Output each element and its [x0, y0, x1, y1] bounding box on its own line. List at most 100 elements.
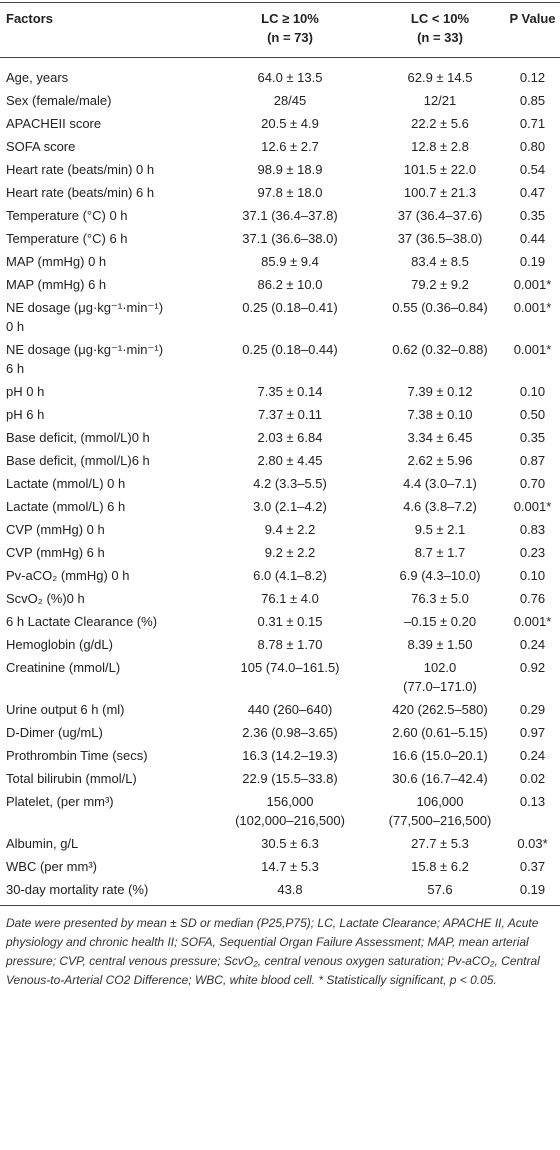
table-row: 30-day mortality rate (%) 43.8 57.6 0.19	[0, 878, 560, 906]
table-row: Temperature (°C) 6 h 37.1 (36.6–38.0) 37 (…	[0, 227, 560, 250]
table-row: Urine output 6 h (ml) 440 (260–640) 420 (2…	[0, 698, 560, 721]
value-cell: 0.001*	[513, 614, 552, 629]
value-cell: 7.37 ± 0.11	[258, 407, 322, 422]
value-cell: 0.24	[519, 748, 546, 763]
table-row: NE dosage (μg·kg⁻¹·min⁻¹) 6 h 0.25 (0.18–…	[0, 338, 560, 380]
table-row: Base deficit, (mmol/L)0 h 2.03 ± 6.84 3.34…	[0, 426, 560, 449]
value-cell: 37 (36.4–37.6)	[397, 208, 483, 223]
table-row: Albumin, g/L 30.5 ± 6.3 27.7 ± 5.3 0.03*	[0, 832, 560, 855]
value-cell: 0.13	[519, 794, 546, 809]
factor-cell: CVP (mmHg) 6 h	[6, 545, 105, 560]
value-cell: 62.9 ± 14.5	[407, 70, 473, 85]
value-cell: 0.12	[519, 70, 546, 85]
value-cell: 7.39 ± 0.12	[407, 384, 473, 399]
value-cell: 97.8 ± 18.0	[257, 185, 323, 200]
factor-cell: 6 h Lactate Clearance (%)	[6, 614, 158, 629]
factor-cell: D-Dimer (ug/mL)	[6, 725, 103, 740]
table-row: CVP (mmHg) 0 h 9.4 ± 2.2 9.5 ± 2.1 0.83	[0, 518, 560, 541]
table-row: pH 6 h 7.37 ± 0.11 7.38 ± 0.10 0.50	[0, 403, 560, 426]
value-cell: 0.50	[519, 407, 546, 422]
value-cell: 27.7 ± 5.3	[411, 836, 469, 851]
value-cell: 7.35 ± 0.14	[257, 384, 323, 399]
value-cell: 9.2 ± 2.2	[264, 545, 316, 560]
value-cell: 0.001*	[513, 300, 552, 315]
value-cell: 7.38 ± 0.10	[407, 407, 473, 422]
table-row: Creatinine (mmol/L) 105 (74.0–161.5) 102.0…	[0, 656, 560, 698]
value-cell: 83.4 ± 8.5	[411, 254, 469, 269]
table-row: Lactate (mmol/L) 6 h 3.0 (2.1–4.2) 4.6 (3.…	[0, 495, 560, 518]
factor-cell: NE dosage (μg·kg⁻¹·min⁻¹) 6 h	[6, 342, 164, 376]
value-cell: 2.36 (0.98–3.65)	[242, 725, 338, 740]
value-cell: 0.76	[519, 591, 546, 606]
value-cell: 4.2 (3.3–5.5)	[253, 476, 327, 491]
factor-cell: MAP (mmHg) 0 h	[6, 254, 107, 269]
value-cell: 102.0 (77.0–171.0)	[403, 660, 477, 694]
value-cell: 20.5 ± 4.9	[261, 116, 319, 131]
value-cell: 15.8 ± 6.2	[411, 859, 469, 874]
table-row: MAP (mmHg) 0 h 85.9 ± 9.4 83.4 ± 8.5 0.19	[0, 250, 560, 273]
value-cell: 0.35	[519, 430, 546, 445]
factor-cell: pH 6 h	[6, 407, 45, 422]
value-cell: 0.70	[519, 476, 546, 491]
value-cell: 3.34 ± 6.45	[407, 430, 473, 445]
value-cell: 57.6	[375, 878, 505, 906]
value-cell: 6.9 (4.3–10.0)	[399, 568, 481, 583]
value-cell: 0.03*	[517, 836, 548, 851]
value-cell: 0.31 ± 0.15	[257, 614, 323, 629]
table-row: D-Dimer (ug/mL) 2.36 (0.98–3.65) 2.60 (0.6…	[0, 721, 560, 744]
value-cell: 0.87	[519, 453, 546, 468]
factor-cell: Temperature (°C) 0 h	[6, 208, 128, 223]
factor-cell: WBC (per mm³)	[6, 859, 97, 874]
value-cell: 76.3 ± 5.0	[411, 591, 469, 606]
table-row: Hemoglobin (g/dL) 8.78 ± 1.70 8.39 ± 1.50 0…	[0, 633, 560, 656]
value-cell: 64.0 ± 13.5	[257, 70, 323, 85]
value-cell: 2.03 ± 6.84	[257, 430, 323, 445]
table-row: Pv-aCO₂ (mmHg) 0 h 6.0 (4.1–8.2) 6.9 (4.3–…	[0, 564, 560, 587]
factor-cell: Platelet, (per mm³)	[6, 794, 114, 809]
value-cell: 0.62 (0.32–0.88)	[392, 342, 488, 357]
factor-cell: ScvO₂ (%)0 h	[6, 591, 85, 606]
table-body: Age, years 64.0 ± 13.5 62.9 ± 14.5 0.12 Sex …	[0, 58, 560, 906]
header-cell: Factors	[0, 2, 205, 58]
factor-cell: MAP (mmHg) 6 h	[6, 277, 107, 292]
table-container: Factors LC ≥ 10% (n = 73) LC < 10% (n = 33…	[0, 2, 560, 987]
value-cell: 0.44	[519, 231, 546, 246]
factor-cell: CVP (mmHg) 0 h	[6, 522, 105, 537]
table-row: MAP (mmHg) 6 h 86.2 ± 10.0 79.2 ± 9.2 0.001…	[0, 273, 560, 296]
value-cell: 2.62 ± 5.96	[407, 453, 473, 468]
factor-cell: Lactate (mmol/L) 6 h	[6, 499, 126, 514]
value-cell: 0.29	[519, 702, 546, 717]
header-cell: LC < 10% (n = 33)	[375, 2, 505, 58]
factor-cell: Sex (female/male)	[6, 93, 112, 108]
value-cell: 106,000 (77,500–216,500)	[388, 794, 492, 828]
value-cell: 0.47	[519, 185, 546, 200]
value-cell: 16.3 (14.2–19.3)	[242, 748, 338, 763]
value-cell: 98.9 ± 18.9	[257, 162, 323, 177]
factor-cell: Creatinine (mmol/L)	[6, 660, 121, 675]
factor-cell: Total bilirubin (mmol/L)	[6, 771, 137, 786]
value-cell: 12.6 ± 2.7	[261, 139, 319, 154]
factor-cell: Age, years	[6, 70, 69, 85]
factor-cell: pH 0 h	[6, 384, 45, 399]
table-row: ScvO₂ (%)0 h 76.1 ± 4.0 76.3 ± 5.0 0.76	[0, 587, 560, 610]
factor-cell: NE dosage (μg·kg⁻¹·min⁻¹) 0 h	[6, 300, 164, 334]
factor-cell: Heart rate (beats/min) 0 h	[6, 162, 155, 177]
value-cell: 0.24	[519, 637, 546, 652]
table-row: Base deficit, (mmol/L)6 h 2.80 ± 4.45 2.62…	[0, 449, 560, 472]
value-cell: 37.1 (36.4–37.8)	[242, 208, 338, 223]
table-row: WBC (per mm³) 14.7 ± 5.3 15.8 ± 6.2 0.37	[0, 855, 560, 878]
table-row: Age, years 64.0 ± 13.5 62.9 ± 14.5 0.12	[0, 58, 560, 90]
value-cell: 2.80 ± 4.45	[257, 453, 323, 468]
value-cell: 0.80	[519, 139, 546, 154]
factor-cell: Lactate (mmol/L) 0 h	[6, 476, 126, 491]
value-cell: 0.25 (0.18–0.41)	[242, 300, 338, 315]
value-cell: 105 (74.0–161.5)	[240, 660, 340, 675]
table-row: Sex (female/male) 28/45 12/21 0.85	[0, 89, 560, 112]
value-cell: 8.7 ± 1.7	[414, 545, 466, 560]
factor-cell: Prothrombin Time (secs)	[6, 748, 148, 763]
value-cell: 22.2 ± 5.6	[411, 116, 469, 131]
header-cell: P Value	[505, 2, 560, 58]
value-cell: 79.2 ± 9.2	[411, 277, 469, 292]
data-table: Factors LC ≥ 10% (n = 73) LC < 10% (n = 33…	[0, 2, 560, 906]
value-cell: 14.7 ± 5.3	[261, 859, 319, 874]
